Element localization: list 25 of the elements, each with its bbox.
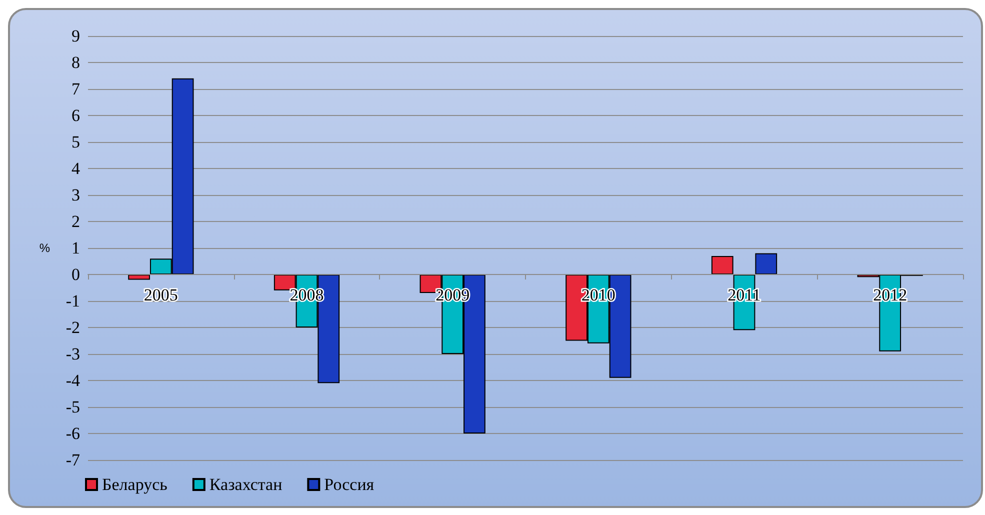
legend-label: Казахстан <box>209 475 282 494</box>
y-tick-label: -6 <box>66 424 80 443</box>
y-tick-label: -4 <box>66 371 80 390</box>
legend-label: Беларусь <box>102 475 168 494</box>
y-tick-label: -1 <box>66 292 80 310</box>
y-tick-label: 2 <box>72 212 80 231</box>
y-tick-label: 0 <box>72 265 80 284</box>
x-tick-label: 2005 <box>144 286 178 304</box>
y-tick-label: 3 <box>72 186 80 204</box>
bar <box>711 256 734 274</box>
y-tick-label: -5 <box>66 398 80 416</box>
y-tick-label: 7 <box>72 80 80 98</box>
y-tick-label: -2 <box>66 318 80 337</box>
y-tick-label: 9 <box>72 26 80 46</box>
bar <box>755 253 778 274</box>
y-tick-label: 6 <box>72 106 80 125</box>
y-tick-label: 4 <box>72 159 80 178</box>
bar <box>128 274 150 280</box>
y-tick-label: -3 <box>66 344 80 364</box>
y-tick-label: 8 <box>72 53 80 72</box>
y-tick-label: -7 <box>66 450 80 470</box>
legend-label: Россия <box>324 475 374 494</box>
y-axis-title: % <box>39 241 50 255</box>
y-tick-label: 5 <box>72 132 80 152</box>
y-tick-label: 1 <box>72 238 80 258</box>
